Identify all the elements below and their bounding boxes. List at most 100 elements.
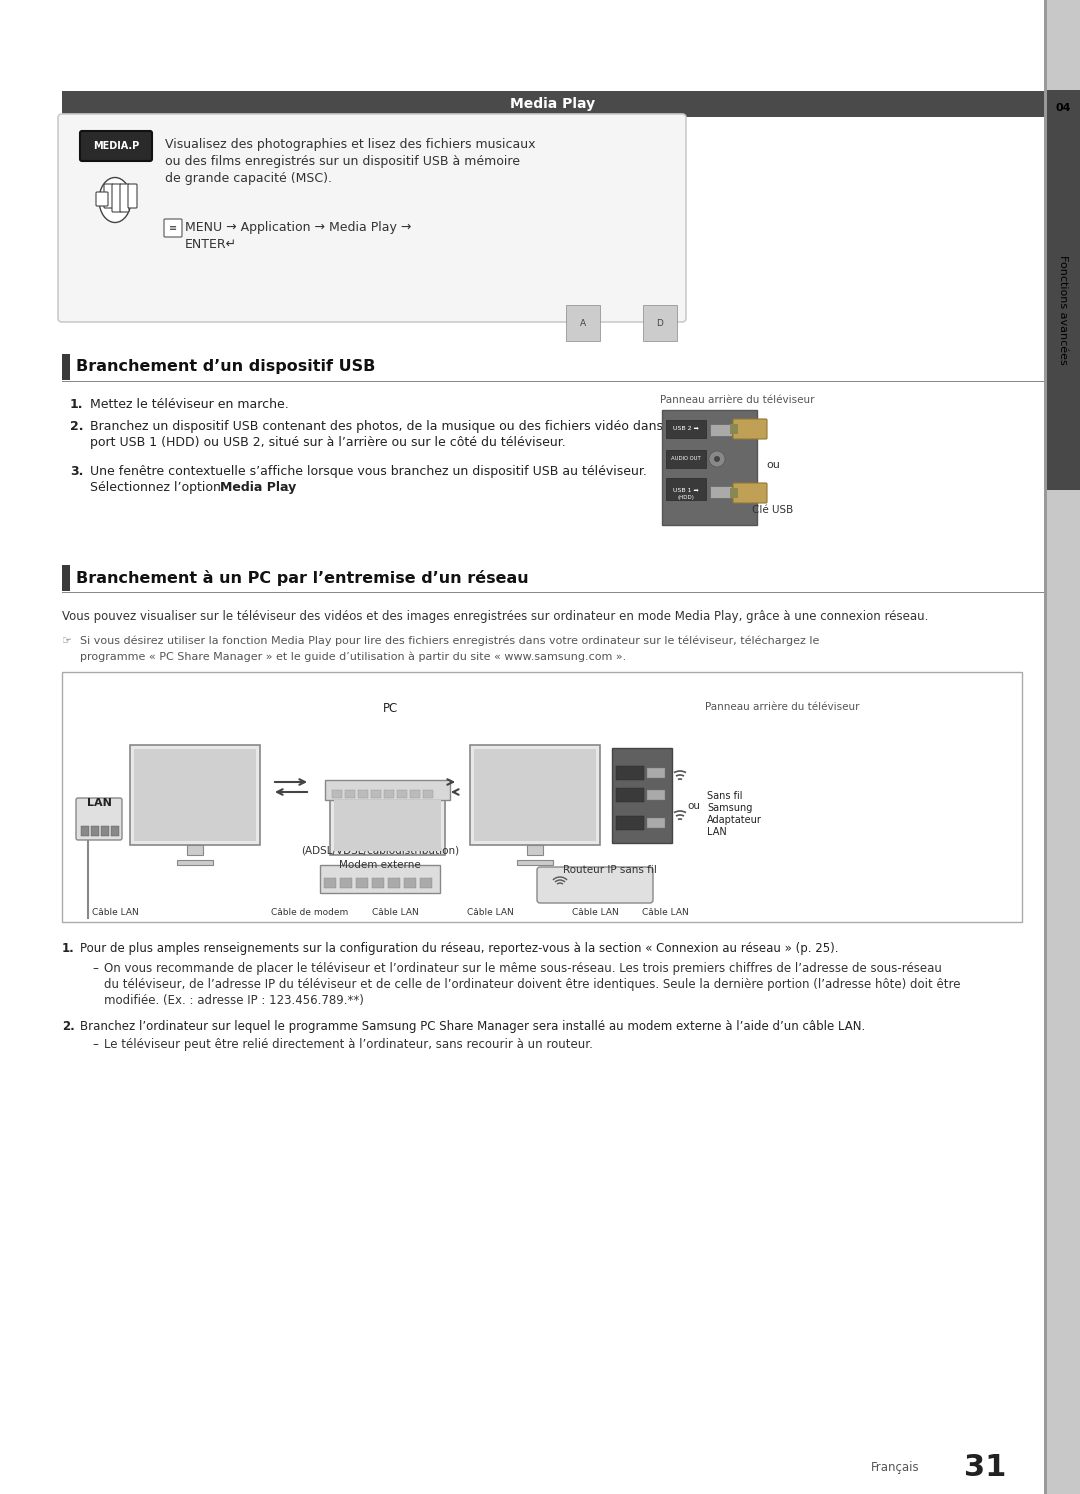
Text: Mettez le téléviseur en marche.: Mettez le téléviseur en marche.	[90, 397, 288, 411]
FancyBboxPatch shape	[164, 220, 183, 238]
FancyBboxPatch shape	[129, 184, 137, 208]
Text: Câble LAN: Câble LAN	[92, 908, 138, 917]
Bar	[134, 748, 256, 841]
Text: Samsung: Samsung	[707, 802, 753, 813]
Bar	[404, 878, 416, 887]
Bar	[372, 790, 381, 798]
Bar	[616, 816, 644, 831]
Text: 2.: 2.	[70, 420, 83, 433]
Text: Media Play: Media Play	[511, 97, 595, 111]
Bar	[62, 91, 1044, 117]
Text: Branchez un dispositif USB contenant des photos, de la musique ou des fichiers v: Branchez un dispositif USB contenant des…	[90, 420, 678, 433]
Text: –: –	[92, 1038, 98, 1050]
Text: 31: 31	[963, 1454, 1007, 1482]
Bar	[397, 790, 407, 798]
Bar	[324, 878, 336, 887]
Bar	[647, 819, 665, 828]
FancyBboxPatch shape	[120, 184, 129, 212]
Text: 2.: 2.	[62, 1020, 75, 1032]
Text: Clé USB: Clé USB	[753, 505, 794, 515]
Bar	[410, 790, 420, 798]
Text: ≡: ≡	[168, 223, 177, 233]
Bar	[102, 826, 109, 837]
Text: (ADSL/VDSL/câblodistribution): (ADSL/VDSL/câblodistribution)	[301, 847, 459, 858]
Text: 04: 04	[1055, 103, 1070, 114]
Bar	[177, 861, 213, 865]
Text: On vous recommande de placer le téléviseur et l’ordinateur sur le même sous-rése: On vous recommande de placer le télévise…	[104, 962, 942, 976]
FancyBboxPatch shape	[733, 483, 767, 503]
Bar	[1047, 0, 1080, 1494]
Bar	[666, 478, 706, 500]
FancyBboxPatch shape	[537, 867, 653, 902]
FancyBboxPatch shape	[76, 798, 122, 840]
Circle shape	[708, 451, 725, 468]
Bar	[666, 450, 706, 468]
Circle shape	[714, 456, 720, 462]
Text: modifiée. (Ex. : adresse IP : 123.456.789.**): modifiée. (Ex. : adresse IP : 123.456.78…	[104, 994, 364, 1007]
Text: .: .	[286, 481, 291, 495]
Bar	[81, 826, 89, 837]
Text: ou: ou	[688, 801, 701, 811]
Bar	[710, 486, 732, 498]
Text: programme « PC Share Manager » et le guide d’utilisation à partir du site « www.: programme « PC Share Manager » et le gui…	[80, 651, 626, 662]
Bar	[517, 861, 553, 865]
Bar	[372, 878, 384, 887]
FancyBboxPatch shape	[104, 184, 113, 208]
Bar	[130, 746, 260, 846]
FancyBboxPatch shape	[80, 131, 152, 161]
Bar	[62, 354, 70, 379]
Bar	[334, 799, 441, 852]
Bar	[62, 592, 1044, 593]
Text: Sélectionnez l’option: Sélectionnez l’option	[90, 481, 225, 495]
Text: MEDIA.P: MEDIA.P	[93, 140, 139, 151]
Bar	[616, 766, 644, 780]
Text: Branchement à un PC par l’entremise d’un réseau: Branchement à un PC par l’entremise d’un…	[76, 571, 528, 586]
Bar	[612, 748, 672, 843]
Bar	[527, 846, 543, 855]
Bar	[616, 787, 644, 802]
Text: Si vous désirez utiliser la fonction Media Play pour lire des fichiers enregistr: Si vous désirez utiliser la fonction Med…	[80, 636, 820, 647]
Text: Visualisez des photographies et lisez des fichiers musicaux
ou des films enregis: Visualisez des photographies et lisez de…	[165, 137, 536, 185]
Bar	[325, 780, 450, 799]
FancyBboxPatch shape	[733, 418, 767, 439]
Bar	[470, 746, 600, 846]
Text: USB 2 ➡: USB 2 ➡	[673, 426, 699, 432]
Bar	[320, 865, 440, 893]
Bar	[111, 826, 119, 837]
Text: Câble LAN: Câble LAN	[571, 908, 619, 917]
Bar	[384, 790, 394, 798]
Bar	[345, 790, 355, 798]
Bar	[62, 672, 1022, 922]
Bar	[420, 878, 432, 887]
Text: Sans fil: Sans fil	[707, 790, 743, 801]
Text: –: –	[92, 962, 98, 976]
Text: 1.: 1.	[70, 397, 83, 411]
FancyBboxPatch shape	[58, 114, 686, 323]
Bar	[330, 799, 445, 855]
Text: Branchez l’ordinateur sur lequel le programme Samsung PC Share Manager sera inst: Branchez l’ordinateur sur lequel le prog…	[80, 1020, 865, 1032]
Bar	[1047, 90, 1080, 490]
Bar	[710, 424, 732, 436]
Text: ENTER↵: ENTER↵	[185, 238, 238, 251]
FancyBboxPatch shape	[96, 193, 108, 206]
Text: Une fenêtre contextuelle s’affiche lorsque vous branchez un dispositif USB au té: Une fenêtre contextuelle s’affiche lorsq…	[90, 465, 647, 478]
Bar	[340, 878, 352, 887]
Text: du téléviseur, de l’adresse IP du téléviseur et de celle de l’ordinateur doivent: du téléviseur, de l’adresse IP du télévi…	[104, 979, 960, 991]
Bar	[423, 790, 433, 798]
Ellipse shape	[99, 178, 131, 223]
Text: port USB 1 (HDD) ou USB 2, situé sur à l’arrière ou sur le côté du téléviseur.: port USB 1 (HDD) ou USB 2, situé sur à l…	[90, 436, 566, 450]
Text: Adaptateur: Adaptateur	[707, 816, 761, 825]
Text: Français: Français	[872, 1461, 920, 1475]
Text: Modem externe: Modem externe	[339, 861, 421, 870]
Text: Câble LAN: Câble LAN	[467, 908, 513, 917]
Text: D: D	[657, 318, 663, 327]
Text: ou: ou	[766, 460, 780, 471]
Bar	[662, 409, 757, 524]
Text: Câble de modem: Câble de modem	[271, 908, 349, 917]
Text: Panneau arrière du téléviseur: Panneau arrière du téléviseur	[660, 394, 814, 405]
Text: Media Play: Media Play	[220, 481, 296, 495]
Text: Pour de plus amples renseignements sur la configuration du réseau, reportez-vous: Pour de plus amples renseignements sur l…	[80, 943, 838, 955]
Text: 1.: 1.	[62, 943, 75, 955]
Bar	[62, 565, 70, 592]
Text: (HDD): (HDD)	[677, 495, 694, 499]
